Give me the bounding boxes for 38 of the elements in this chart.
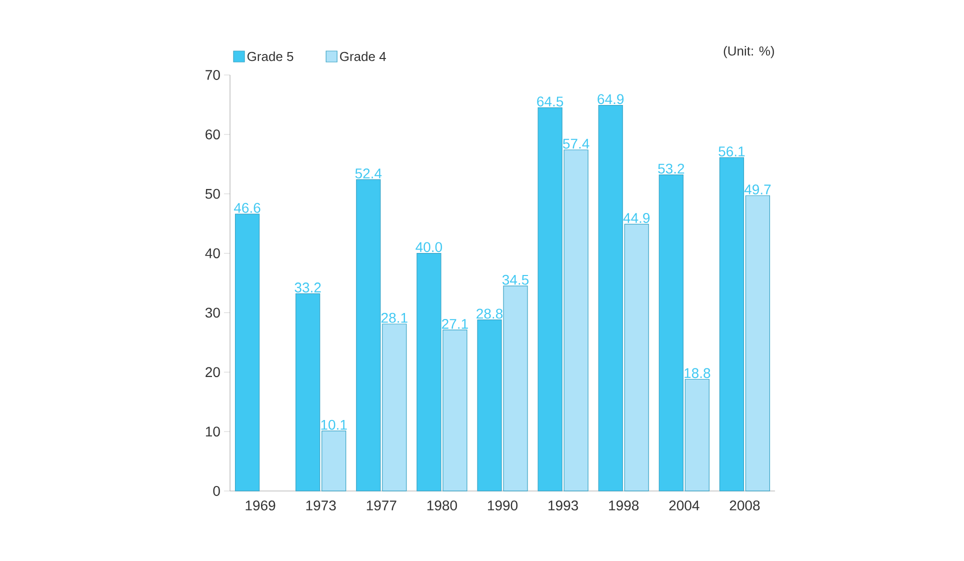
text: (Unit: %) — [724, 46, 774, 58]
data-label: 57.4 — [562, 138, 590, 149]
x-tick-label: 1973 — [306, 500, 336, 510]
bar — [234, 214, 260, 492]
data-label: 28.8 — [476, 308, 503, 319]
x-tick-label: 2008 — [730, 500, 760, 510]
y-tick-label: 50 — [205, 188, 220, 199]
data-label: 33.2 — [294, 282, 321, 292]
x-tick-label: 1980 — [427, 500, 457, 510]
y-tick-label: 40 — [205, 248, 220, 258]
y-tick-label: 30 — [205, 308, 220, 318]
data-label: 18.8 — [684, 368, 710, 378]
y-tick-label: 0 — [213, 486, 220, 496]
data-label: 28.1 — [381, 312, 408, 323]
y-tick-label: 70 — [206, 70, 220, 80]
data-label: 64.9 — [598, 94, 624, 104]
data-label: 10.1 — [321, 420, 347, 430]
x-tick-label: 1977 — [366, 500, 396, 510]
x-tick-label: 1969 — [246, 500, 276, 510]
data-label: 53.2 — [658, 164, 684, 174]
data-label: 44.9 — [623, 213, 650, 223]
x-tick-label: 1998 — [609, 500, 639, 510]
x-tick-label: 1990 — [488, 500, 518, 510]
data-label: 64.5 — [537, 96, 564, 106]
legend-label: Grade 5 — [247, 52, 294, 62]
data-label: 49.7 — [744, 184, 771, 194]
data-label: 27.1 — [442, 318, 468, 329]
data-label: 46.6 — [234, 202, 260, 213]
data-label: 40.0 — [416, 242, 442, 252]
data-label: 52.4 — [355, 168, 382, 178]
y-tick-label: 10 — [206, 426, 220, 437]
y-tick-label: 20 — [206, 367, 220, 378]
y-tick-label: 60 — [206, 129, 220, 140]
data-label: 56.1 — [718, 146, 745, 156]
legend-label: Grade 4 — [340, 52, 386, 62]
data-label: 34.5 — [502, 274, 529, 285]
x-tick-label: 1993 — [548, 500, 578, 510]
x-tick-label: 2004 — [669, 500, 700, 510]
